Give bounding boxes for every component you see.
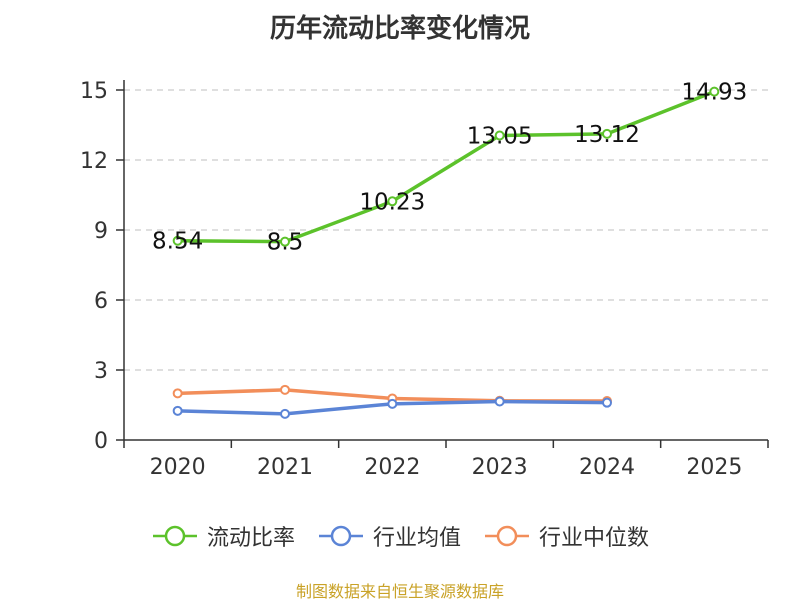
legend-marker (496, 525, 518, 547)
data-point (280, 236, 290, 247)
data-label: 13.05 (467, 124, 533, 150)
x-tick-label: 2021 (257, 455, 313, 480)
y-tick-label: 3 (94, 359, 108, 384)
x-tick-label: 2020 (150, 455, 206, 480)
x-tick-label: 2023 (472, 455, 528, 480)
source-note: 制图数据来自恒生聚源数据库 (295, 582, 504, 601)
y-tick-label: 0 (94, 429, 108, 454)
series-layer (172, 86, 720, 419)
legend-item[interactable]: 行业中位数 (483, 520, 649, 552)
legend-swatch-icon (485, 525, 529, 547)
data-point (172, 388, 183, 399)
data-point (494, 396, 505, 407)
series-line (177, 90, 715, 244)
data-point (602, 128, 612, 139)
x-tick-label: 2024 (579, 455, 635, 480)
y-tick-label: 12 (80, 149, 108, 174)
label-layer: 8.54 8.5 10.23 13.05 13.12 14.93 (152, 80, 747, 256)
y-tick-label: 9 (94, 219, 108, 244)
chart-title: 历年流动比率变化情况 (269, 14, 530, 44)
legend-label: 行业中位数 (539, 526, 650, 551)
data-point (387, 398, 398, 409)
grid-layer (124, 89, 768, 371)
data-point (387, 196, 398, 207)
y-tick-label: 6 (94, 289, 108, 314)
legend-item[interactable]: 流动比率 (151, 520, 295, 552)
legend-swatch-icon (318, 525, 363, 547)
legend-marker (330, 525, 352, 547)
legend-label: 行业均值 (372, 526, 461, 551)
data-point (494, 130, 505, 141)
data-label: 10.23 (359, 189, 425, 215)
x-tick-label: 2025 (686, 455, 742, 480)
data-label: 8.54 (152, 229, 203, 255)
data-label: 14.93 (681, 80, 747, 106)
data-point (602, 397, 612, 408)
legend-marker (164, 525, 186, 547)
legend-label: 流动比率 (206, 526, 295, 551)
legend-item[interactable]: 行业均值 (317, 520, 461, 552)
data-label: 8.5 (267, 230, 304, 256)
legend: 流动比率 行业均值 行业中位数 (0, 520, 800, 552)
data-point (280, 408, 290, 419)
x-tick-label: 2022 (364, 455, 420, 480)
axis-layer: 0 3 6 9 12 15 2020 2021 2022 2023 2024 2025 (80, 79, 769, 480)
data-point (709, 86, 720, 97)
data-label: 13.12 (574, 122, 640, 148)
y-tick-label: 15 (80, 79, 108, 104)
data-point (172, 405, 183, 416)
data-point (172, 235, 183, 246)
legend-swatch-icon (152, 525, 197, 547)
data-point (280, 384, 290, 395)
